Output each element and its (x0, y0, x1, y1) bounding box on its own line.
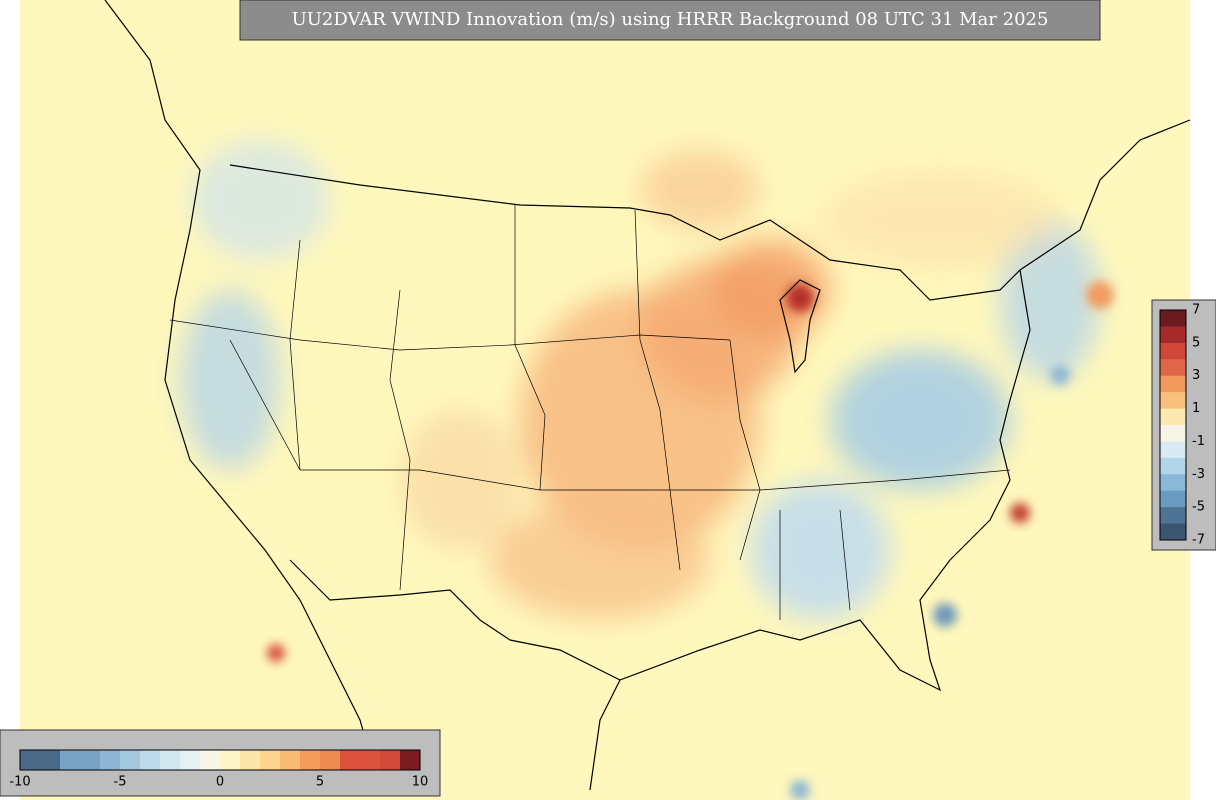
colorbar-segment (160, 750, 181, 770)
colorbar-tick-label: 0 (216, 775, 224, 790)
colorbar-segment (1160, 523, 1186, 541)
colorbar-segment (1160, 408, 1186, 426)
colorbar-segment (1160, 490, 1186, 508)
colorbar-tick-label: -5 (1192, 500, 1205, 515)
colorbar-tick-label: 1 (1192, 401, 1200, 416)
colorbar-tick-label: -10 (9, 775, 30, 790)
title: UU2DVAR VWIND Innovation (m/s) using HRR… (292, 9, 1049, 30)
colorbar-tick-label: 7 (1192, 303, 1200, 318)
colorbar-tick-label: -5 (114, 775, 127, 790)
innovation-spots (267, 281, 1114, 800)
right-colorbar: 7 5 3 1 -1 -3 -5 -7 (1159, 303, 1205, 548)
colorbar-tick-label: -1 (1192, 434, 1205, 449)
colorbar-segment (1160, 425, 1186, 442)
colorbar-outline (19, 749, 421, 771)
colorbar-segment (1160, 474, 1186, 492)
colorbar-segment (60, 750, 81, 770)
colorbar-segment (1160, 326, 1186, 344)
colorbar-tick-label: -3 (1192, 467, 1205, 482)
colorbar-segment (1160, 441, 1186, 459)
colorbar-segment (1160, 507, 1186, 525)
colorbar-segment (100, 750, 121, 770)
colorbar-segment (340, 750, 361, 770)
colorbar-segment (220, 750, 241, 770)
colorbar-segment (1160, 359, 1186, 377)
colorbar-segment (240, 750, 261, 770)
borders (104, 0, 1191, 791)
colorbar-segment (40, 750, 61, 770)
colorbar-segment (1160, 310, 1186, 327)
colorbar-segment (80, 750, 101, 770)
colorbar-segment (200, 750, 221, 770)
colorbar-tick-label: 5 (316, 775, 324, 790)
colorbar-outline (1159, 309, 1187, 541)
colorbar-tick-label: 3 (1192, 368, 1200, 383)
colorbar-segment (1160, 392, 1186, 410)
colorbar-segment (140, 750, 161, 770)
colorbar-tick-label: 5 (1192, 335, 1200, 350)
colorbar-segment (300, 750, 321, 770)
colorbar-segment (380, 750, 401, 770)
colorbar-segment (400, 750, 421, 770)
title-box (239, 0, 1101, 41)
innovation-field (180, 140, 1100, 620)
colorbar-segment (120, 750, 141, 770)
colorbar-segment (260, 750, 281, 770)
colorbar-segment (1160, 457, 1186, 475)
colorbar-segment (180, 750, 201, 770)
bottom-colorbar: -10 -5 0 5 10 (9, 749, 429, 790)
colorbar-segment (280, 750, 301, 770)
colorbar-tick-label: -7 (1192, 533, 1205, 548)
colorbar-segment (1160, 342, 1186, 360)
colorbar-segment (360, 750, 381, 770)
colorbar-segment (1160, 375, 1186, 393)
colorbar-segment (20, 750, 41, 770)
colorbar-segment (320, 750, 341, 770)
colorbar-tick-label: 10 (412, 775, 429, 790)
